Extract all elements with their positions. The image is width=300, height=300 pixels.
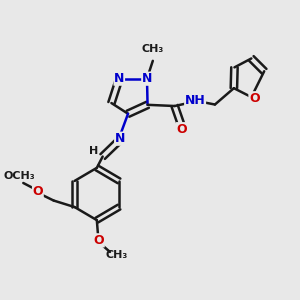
Text: O: O	[249, 92, 260, 105]
Text: OCH₃: OCH₃	[4, 171, 36, 181]
Text: N: N	[115, 132, 125, 145]
Text: CH₃: CH₃	[142, 44, 164, 54]
Text: NH: NH	[185, 94, 206, 107]
Text: O: O	[94, 234, 104, 247]
Text: O: O	[176, 123, 187, 136]
Text: CH₃: CH₃	[105, 250, 128, 260]
Text: H: H	[89, 146, 98, 156]
Text: O: O	[33, 185, 43, 198]
Text: N: N	[142, 72, 152, 85]
Text: N: N	[114, 72, 124, 85]
